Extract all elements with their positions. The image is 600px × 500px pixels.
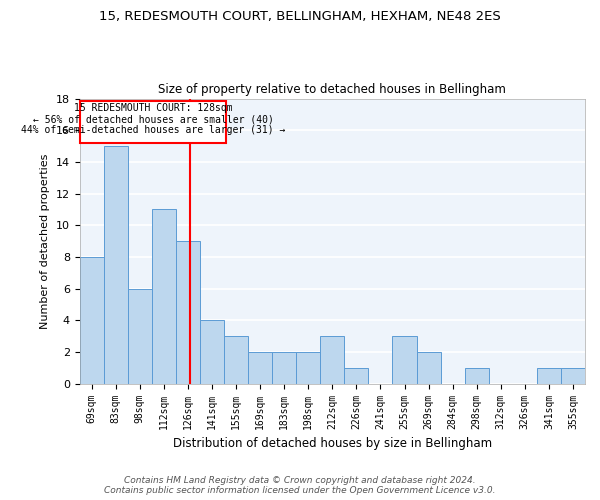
Bar: [392, 336, 416, 384]
Bar: [224, 336, 248, 384]
Bar: [200, 320, 224, 384]
Bar: [464, 368, 489, 384]
Bar: [537, 368, 561, 384]
Text: ← 56% of detached houses are smaller (40): ← 56% of detached houses are smaller (40…: [32, 114, 274, 124]
Text: 44% of semi-detached houses are larger (31) →: 44% of semi-detached houses are larger (…: [21, 125, 285, 135]
Title: Size of property relative to detached houses in Bellingham: Size of property relative to detached ho…: [158, 83, 506, 96]
Bar: [80, 257, 104, 384]
Bar: [104, 146, 128, 384]
Text: 15, REDESMOUTH COURT, BELLINGHAM, HEXHAM, NE48 2ES: 15, REDESMOUTH COURT, BELLINGHAM, HEXHAM…: [99, 10, 501, 23]
Bar: [296, 352, 320, 384]
Text: Contains HM Land Registry data © Crown copyright and database right 2024.
Contai: Contains HM Land Registry data © Crown c…: [104, 476, 496, 495]
Bar: [344, 368, 368, 384]
Bar: [248, 352, 272, 384]
Bar: [272, 352, 296, 384]
Bar: [128, 288, 152, 384]
FancyBboxPatch shape: [80, 101, 226, 143]
Bar: [152, 210, 176, 384]
Bar: [176, 241, 200, 384]
X-axis label: Distribution of detached houses by size in Bellingham: Distribution of detached houses by size …: [173, 437, 492, 450]
Bar: [561, 368, 585, 384]
Bar: [320, 336, 344, 384]
Text: 15 REDESMOUTH COURT: 128sqm: 15 REDESMOUTH COURT: 128sqm: [74, 104, 232, 114]
Y-axis label: Number of detached properties: Number of detached properties: [40, 154, 50, 329]
Bar: [416, 352, 440, 384]
